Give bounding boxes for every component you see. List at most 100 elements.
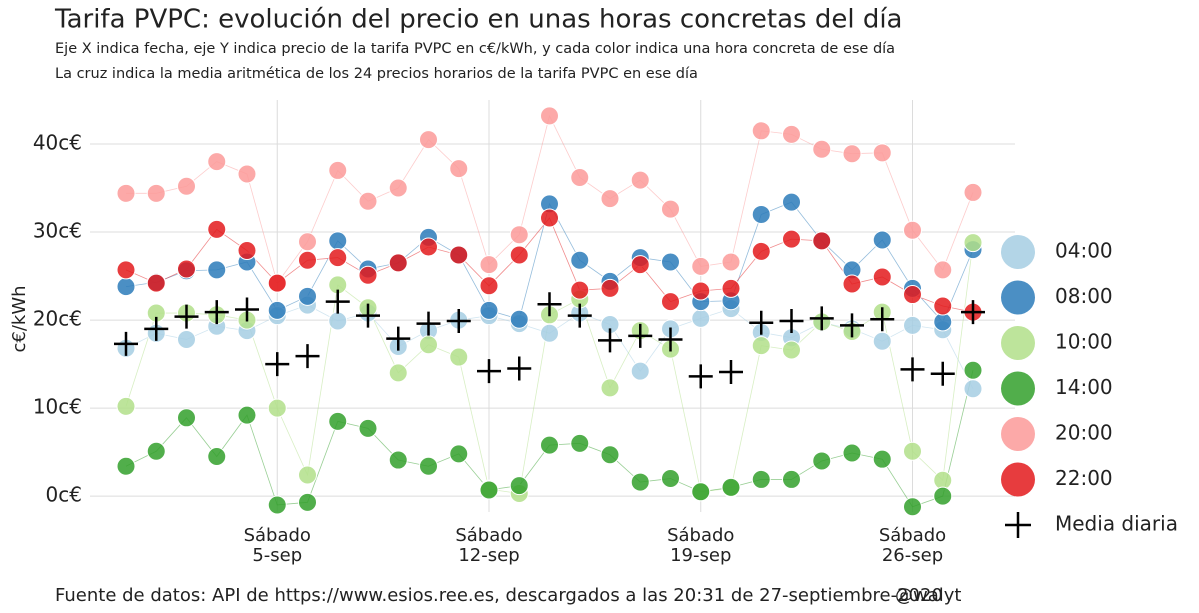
point [540, 106, 559, 126]
point [328, 160, 348, 180]
x-tick-label: Sábado [879, 525, 946, 546]
mean-marker [235, 297, 259, 322]
point [751, 336, 771, 356]
point [933, 470, 953, 490]
legend-marker [1001, 280, 1035, 315]
mean-marker [749, 310, 774, 335]
point [207, 260, 227, 280]
point [570, 250, 590, 270]
mean-marker [295, 344, 320, 369]
mean-marker [840, 313, 864, 338]
point [509, 309, 529, 329]
point [509, 245, 529, 265]
point [903, 220, 922, 240]
caption: Fuente de datos: API de https://www.esio… [55, 585, 943, 606]
point [721, 252, 741, 272]
point [267, 495, 287, 515]
point [630, 472, 650, 492]
mean-marker [719, 360, 743, 385]
point [388, 363, 408, 383]
point [600, 189, 620, 209]
point [116, 456, 136, 476]
subtitle: La cruz indica la media aritmética de lo… [55, 66, 698, 82]
mean-marker [174, 304, 199, 329]
legend-label: 20:00 [1055, 421, 1113, 445]
mean-marker [900, 357, 925, 382]
mean-marker [688, 364, 713, 389]
point [751, 121, 771, 141]
point [903, 441, 922, 461]
point [540, 208, 559, 228]
point [661, 252, 680, 272]
point [691, 256, 711, 276]
point [751, 469, 771, 489]
y-tick-label: 20c€ [33, 307, 82, 331]
credit: @walyt [895, 585, 961, 606]
mean-marker [567, 303, 592, 328]
point [298, 286, 317, 306]
point [328, 248, 348, 268]
y-tick-label: 40c€ [33, 131, 82, 155]
legend-label: 22:00 [1055, 466, 1113, 490]
point [298, 465, 317, 485]
legend-marker [1001, 371, 1035, 406]
point [146, 441, 166, 461]
point [963, 360, 983, 380]
x-tick-label: Sábado [667, 525, 734, 546]
mean-marker [477, 359, 501, 384]
mean-marker [507, 356, 532, 381]
point [872, 331, 892, 351]
point [267, 273, 287, 293]
point [419, 237, 438, 257]
point [358, 418, 378, 438]
point [782, 469, 801, 489]
point [872, 143, 892, 163]
point [479, 300, 499, 320]
y-axis-label: c€/kWh [9, 285, 30, 352]
point [479, 276, 499, 296]
point [691, 281, 711, 301]
x-tick-label: 5-sep [252, 545, 302, 566]
legend-marker [1001, 235, 1035, 269]
point [237, 164, 257, 184]
point [116, 277, 136, 297]
point [116, 183, 136, 203]
point [388, 253, 408, 273]
point [600, 278, 620, 298]
point [630, 361, 650, 381]
point [298, 250, 317, 270]
point [963, 233, 983, 253]
mean-marker [537, 292, 562, 317]
legend-label: 04:00 [1055, 239, 1113, 263]
point [479, 255, 499, 275]
legend-marker [1001, 417, 1035, 451]
point [842, 274, 862, 294]
point [358, 265, 378, 285]
point [449, 347, 469, 367]
point [388, 178, 408, 198]
point [449, 245, 469, 265]
point [207, 152, 227, 172]
point [570, 433, 590, 453]
y-tick-label: 10c€ [33, 395, 82, 419]
mean-marker [658, 327, 683, 352]
point [419, 335, 438, 355]
mean-marker [809, 306, 834, 331]
point [721, 278, 741, 298]
point [661, 292, 680, 312]
legend-label: 14:00 [1055, 375, 1113, 399]
point [933, 312, 953, 332]
point [509, 225, 529, 245]
point [267, 398, 287, 418]
point [419, 456, 438, 476]
point [146, 273, 166, 293]
mean-marker [446, 308, 471, 333]
x-tick-label: 12-sep [458, 545, 519, 566]
point [600, 378, 620, 398]
point [419, 130, 438, 150]
mean-marker [628, 323, 653, 348]
y-tick-label: 30c€ [33, 219, 82, 243]
point [872, 267, 892, 287]
point [328, 311, 348, 331]
point [782, 124, 801, 144]
